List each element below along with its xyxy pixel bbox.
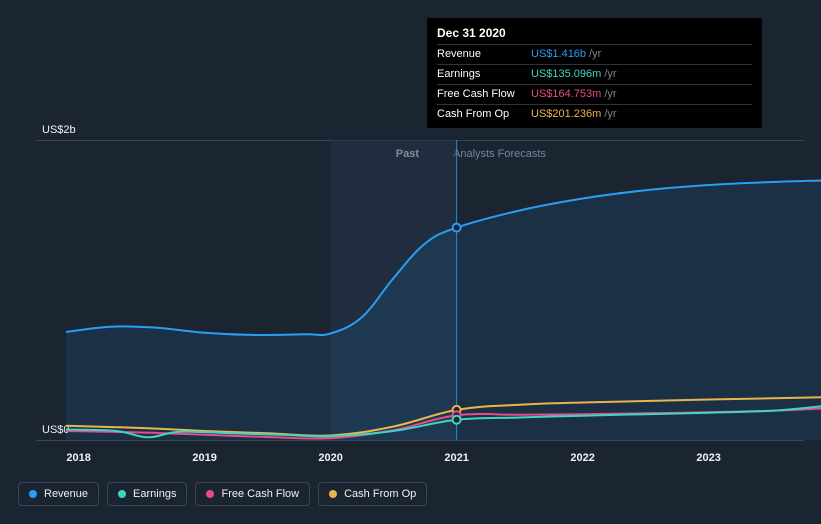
- tooltip-unit: /yr: [589, 47, 601, 62]
- tooltip-label: Cash From Op: [437, 107, 531, 122]
- legend-dot-icon: [29, 490, 37, 498]
- legend-dot-icon: [329, 490, 337, 498]
- tooltip-value: US$1.416b: [531, 47, 586, 62]
- x-axis-label: 2018: [66, 452, 90, 464]
- tooltip-row-earnings: Earnings US$135.096m /yr: [437, 64, 752, 84]
- legend-item-fcf[interactable]: Free Cash Flow: [195, 482, 310, 506]
- legend-item-earnings[interactable]: Earnings: [107, 482, 187, 506]
- y-axis-tick: [36, 440, 804, 441]
- tooltip-row-fcf: Free Cash Flow US$164.753m /yr: [437, 84, 752, 104]
- tooltip-row-revenue: Revenue US$1.416b /yr: [437, 44, 752, 64]
- tooltip-date: Dec 31 2020: [437, 26, 752, 44]
- plot-area[interactable]: [66, 140, 821, 440]
- tooltip-unit: /yr: [604, 87, 616, 102]
- x-axis-label: 2020: [318, 452, 342, 464]
- legend-item-revenue[interactable]: Revenue: [18, 482, 99, 506]
- y-axis-label: US$2b: [42, 124, 76, 136]
- tooltip-unit: /yr: [604, 67, 616, 82]
- tooltip-row-cfo: Cash From Op US$201.236m /yr: [437, 104, 752, 124]
- legend-label: Free Cash Flow: [221, 488, 299, 500]
- tooltip-label: Revenue: [437, 47, 531, 62]
- x-axis-label: 2021: [444, 452, 468, 464]
- tooltip-value: US$201.236m: [531, 107, 601, 122]
- x-axis-label: 2023: [696, 452, 720, 464]
- legend-label: Revenue: [44, 488, 88, 500]
- tooltip-value: US$135.096m: [531, 67, 601, 82]
- tooltip-label: Free Cash Flow: [437, 87, 531, 102]
- legend-label: Earnings: [133, 488, 176, 500]
- x-axis-label: 2019: [192, 452, 216, 464]
- legend-label: Cash From Op: [344, 488, 416, 500]
- legend-dot-icon: [206, 490, 214, 498]
- legend-dot-icon: [118, 490, 126, 498]
- x-axis-label: 2022: [570, 452, 594, 464]
- tooltip-unit: /yr: [604, 107, 616, 122]
- chart-legend: Revenue Earnings Free Cash Flow Cash Fro…: [18, 482, 427, 506]
- chart-tooltip: Dec 31 2020 Revenue US$1.416b /yr Earnin…: [427, 18, 762, 128]
- legend-item-cfo[interactable]: Cash From Op: [318, 482, 427, 506]
- tooltip-label: Earnings: [437, 67, 531, 82]
- tooltip-value: US$164.753m: [531, 87, 601, 102]
